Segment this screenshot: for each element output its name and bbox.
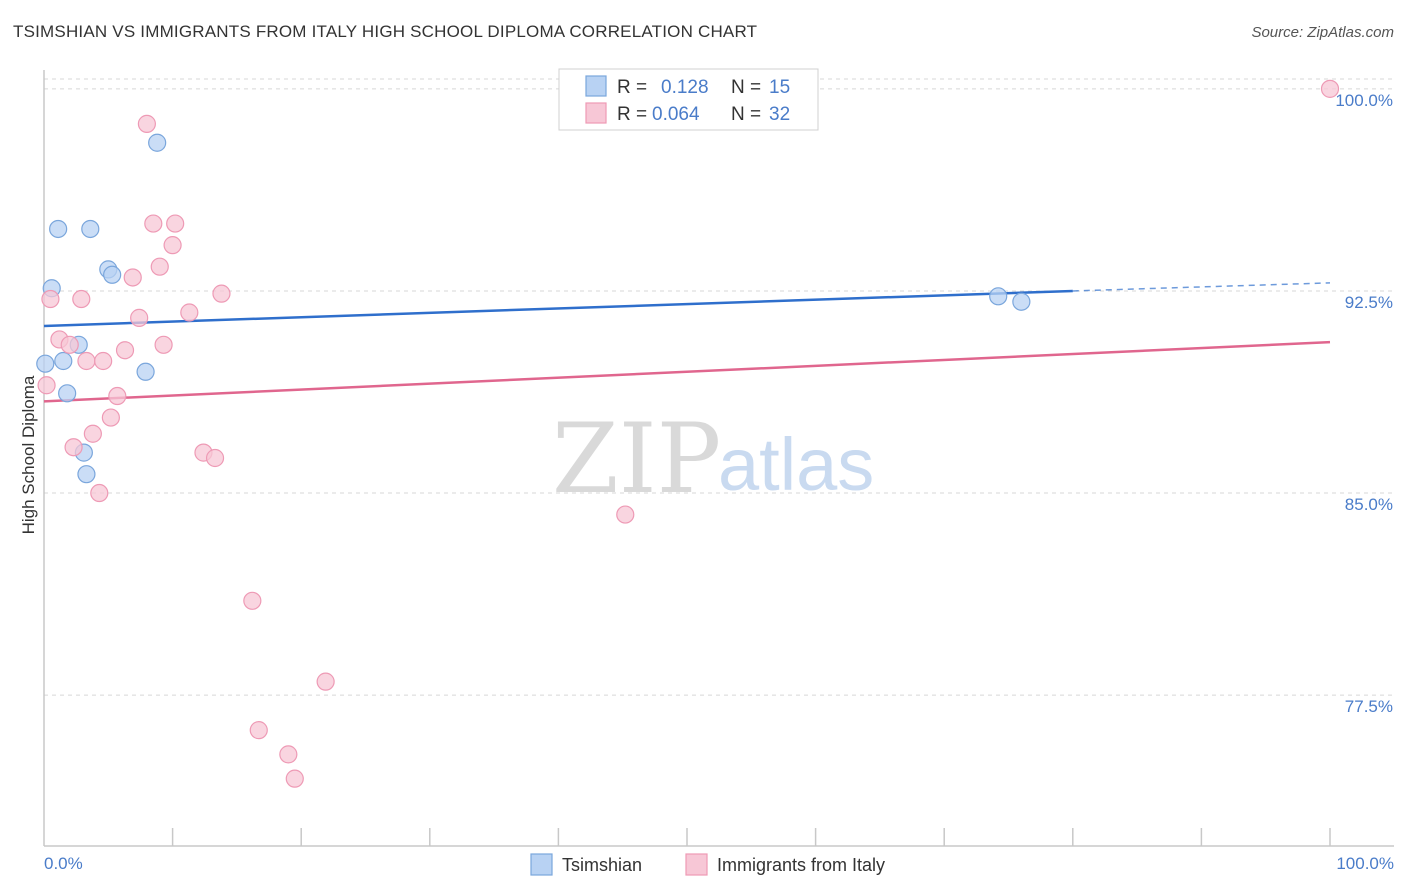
trend-line-tsimshian-extension [1072, 282, 1331, 292]
point-italy [205, 448, 225, 468]
series-legend-swatch-italy [685, 853, 708, 876]
point-italy [83, 424, 102, 443]
point-italy [41, 289, 60, 309]
point-tsimshian [58, 384, 77, 403]
point-italy [130, 308, 149, 327]
series-legend-italy: Immigrants from Italy [717, 855, 885, 875]
watermark-atlas: atlas [718, 423, 874, 506]
y-axis-title: High School Diploma [19, 375, 38, 534]
point-italy [285, 769, 304, 788]
trend-line-tsimshian [43, 289, 1073, 328]
trend-lines [43, 282, 1331, 403]
series-legend: Tsimshian Immigrants from Italy [530, 853, 885, 876]
point-italy [154, 335, 173, 354]
point-tsimshian [36, 354, 55, 373]
point-italy [77, 351, 96, 371]
series-legend-tsimshian: Tsimshian [562, 855, 642, 875]
watermark-zip: ZIP [552, 403, 721, 515]
point-italy [163, 236, 182, 255]
axes [43, 70, 1394, 847]
point-italy [144, 214, 163, 233]
point-italy [123, 268, 142, 287]
point-italy [249, 721, 268, 740]
point-italy [166, 214, 185, 233]
legend-swatch-italy [585, 102, 607, 124]
point-tsimshian [136, 362, 155, 381]
data-points [36, 79, 1340, 788]
stats-legend: R = 0.128 N = 15 R = 0.064 N = 32 [558, 68, 819, 131]
point-italy [60, 335, 79, 354]
point-italy [1320, 79, 1340, 98]
x-axis-ticks [171, 828, 1331, 846]
x-tick-label-max: 100.0% [1336, 854, 1394, 873]
point-tsimshian [148, 133, 167, 152]
y-tick-label: 85.0% [1345, 495, 1393, 514]
point-italy [37, 376, 56, 395]
point-italy [108, 386, 127, 406]
point-italy [64, 438, 83, 457]
point-tsimshian [77, 465, 96, 484]
point-italy [101, 408, 120, 427]
point-italy [137, 114, 156, 133]
y-tick-labels: 77.5% 85.0% 92.5% 100.0% [1335, 91, 1393, 716]
point-italy [616, 505, 635, 524]
legend-r-label-1: R = [617, 77, 647, 98]
legend-r-value-2: 0.064 [652, 104, 700, 125]
legend-n-value-2: 32 [769, 104, 790, 125]
point-tsimshian [49, 219, 68, 239]
chart-title: TSIMSHIAN VS IMMIGRANTS FROM ITALY HIGH … [13, 22, 758, 41]
point-tsimshian [1012, 292, 1031, 311]
point-tsimshian [81, 219, 100, 239]
point-italy [316, 672, 335, 691]
point-italy [212, 284, 231, 303]
x-tick-label-min: 0.0% [44, 854, 83, 873]
point-italy [94, 351, 113, 371]
point-italy [180, 303, 199, 322]
legend-n-label-1: N = [731, 77, 761, 98]
y-tick-label: 77.5% [1345, 697, 1393, 716]
point-tsimshian [989, 287, 1008, 306]
legend-r-label-2: R = [617, 104, 647, 125]
point-italy [115, 341, 135, 360]
point-tsimshian [54, 351, 73, 371]
legend-n-value-1: 15 [769, 77, 790, 98]
point-italy [243, 591, 262, 610]
trend-line-italy [43, 340, 1331, 403]
y-tick-label: 100.0% [1335, 91, 1393, 110]
point-tsimshian [103, 265, 122, 284]
source-credit: Source: ZipAtlas.com [1251, 24, 1394, 41]
legend-n-label-2: N = [731, 104, 761, 125]
point-italy [150, 257, 169, 276]
point-italy [90, 483, 109, 503]
point-italy [279, 745, 298, 764]
point-italy [72, 289, 91, 309]
y-tick-label: 92.5% [1345, 293, 1393, 312]
series-legend-swatch-tsimshian [530, 853, 553, 876]
legend-swatch-tsimshian [585, 75, 607, 97]
legend-r-value-1: 0.128 [661, 77, 709, 98]
